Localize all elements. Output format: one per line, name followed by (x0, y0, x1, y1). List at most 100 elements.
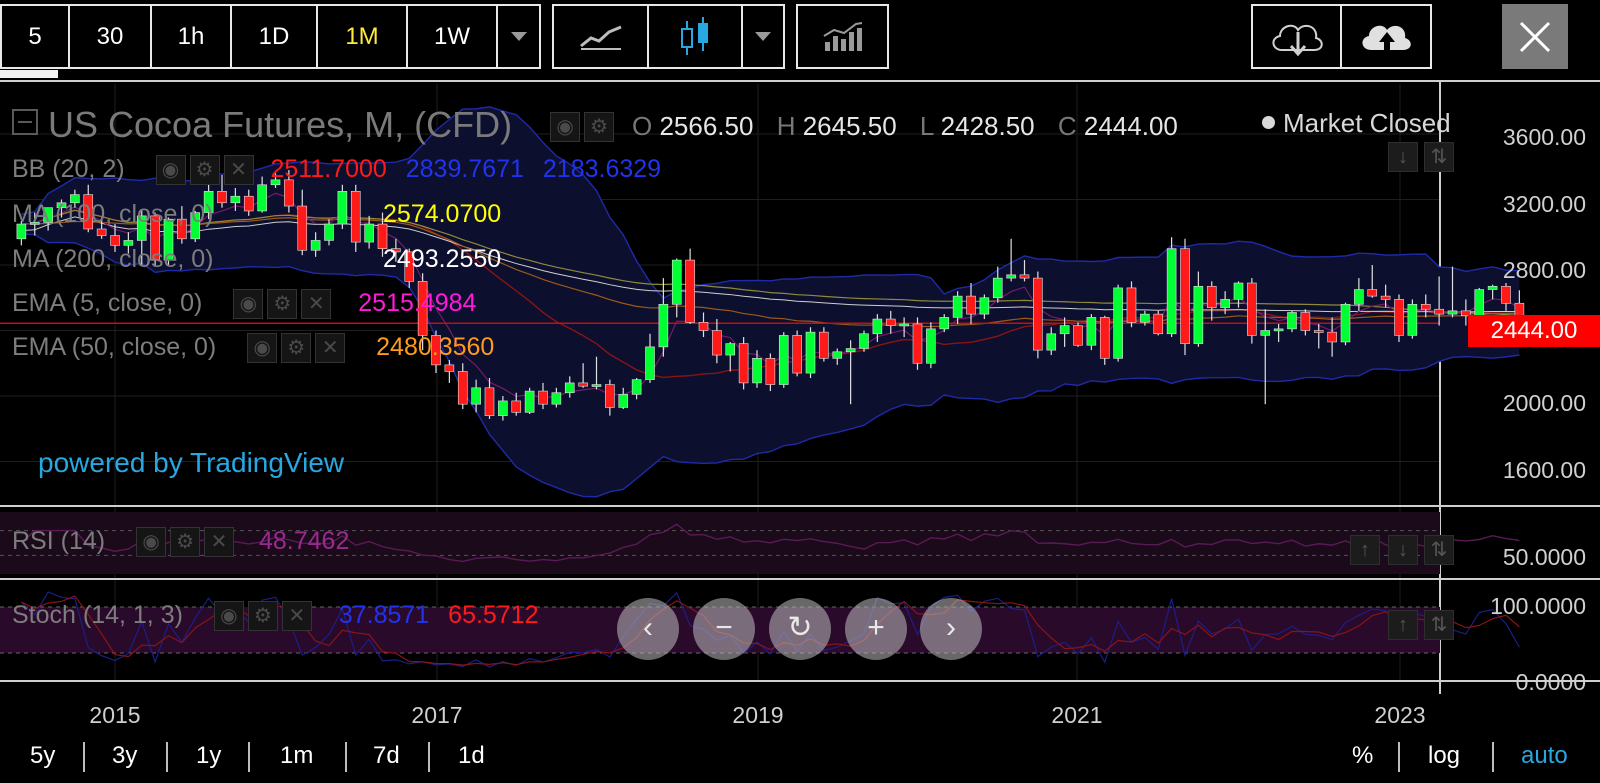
visibility-icon[interactable]: ◉ (155, 155, 186, 186)
range-1d[interactable]: 1d (458, 742, 485, 769)
settings-icon[interactable]: ⚙ (267, 289, 298, 320)
candle (966, 295, 976, 315)
candle (1140, 313, 1150, 323)
candle (591, 384, 602, 387)
interval-5[interactable]: 5 (2, 6, 70, 67)
candle (605, 384, 615, 408)
candlestick-icon[interactable] (649, 6, 743, 67)
collapse-icon[interactable] (12, 109, 38, 135)
remove-icon[interactable]: ✕ (315, 333, 346, 364)
candle (1247, 282, 1257, 336)
settings-icon[interactable]: ⚙ (247, 601, 278, 632)
candle (1501, 285, 1511, 304)
move-updown-icon[interactable]: ⇅ (1424, 610, 1454, 640)
zoom-out-icon[interactable]: − (693, 598, 755, 660)
candle (377, 223, 388, 249)
range-1y[interactable]: 1y (196, 742, 222, 769)
divider (248, 742, 250, 772)
candle (1019, 274, 1030, 279)
candle (1447, 310, 1458, 315)
range-7d[interactable]: 7d (373, 742, 400, 769)
log-toggle[interactable]: log (1428, 742, 1461, 769)
candle (618, 394, 629, 408)
range-3y[interactable]: 3y (112, 742, 138, 769)
visibility-icon[interactable]: ◉ (550, 112, 581, 143)
candle (1086, 317, 1097, 346)
interval-1w[interactable]: 1W (408, 6, 498, 67)
candle (832, 351, 843, 359)
range-1m[interactable]: 1m (280, 742, 314, 769)
x-tick: 2019 (732, 702, 784, 728)
auto-toggle[interactable]: auto (1521, 742, 1568, 769)
x-tick: 2023 (1374, 702, 1426, 728)
price-tick: 2000.00 (1502, 390, 1586, 416)
bb-upper-value: 2839.7671 (405, 155, 524, 183)
cloud-upload-icon[interactable] (1342, 6, 1430, 67)
interval-1m[interactable]: 1M (318, 6, 408, 67)
candle (992, 277, 1003, 299)
visibility-icon[interactable]: ◉ (233, 289, 264, 320)
interval-1h[interactable]: 1h (152, 6, 232, 67)
tradingview-watermark[interactable]: powered by TradingView (38, 447, 345, 478)
settings-icon[interactable]: ⚙ (189, 155, 220, 186)
move-updown-icon[interactable]: ⇅ (1424, 535, 1454, 565)
price-tick: 3600.00 (1502, 124, 1586, 150)
candle (1313, 330, 1324, 333)
candle (819, 331, 829, 359)
candle (83, 194, 94, 230)
close-value: 2444.00 (1083, 111, 1178, 141)
stoch-k-line (20, 591, 1520, 668)
ma100-value: 2574.0700 (383, 200, 502, 228)
interval-dropdown-icon[interactable] (498, 6, 539, 67)
interval-1d[interactable]: 1D (232, 6, 318, 67)
reset-icon[interactable]: ↻ (769, 598, 831, 660)
candle (631, 379, 642, 395)
candle (658, 304, 669, 348)
ma100-line (21, 209, 1520, 317)
scroll-left-icon[interactable]: ‹ (617, 598, 679, 660)
candle (350, 191, 361, 243)
ema5-value: 2515.4984 (358, 289, 477, 317)
candle (979, 297, 990, 315)
remove-icon[interactable]: ✕ (223, 155, 254, 186)
move-up-icon[interactable]: ↑ (1388, 610, 1418, 640)
interval-30[interactable]: 30 (70, 6, 152, 67)
settings-icon[interactable]: ⚙ (584, 112, 615, 143)
move-updown-icon[interactable]: ⇅ (1424, 142, 1454, 172)
candle (136, 215, 147, 241)
line-chart-icon[interactable] (554, 6, 649, 67)
chart-type-dropdown-icon[interactable] (743, 6, 783, 67)
move-down-icon[interactable]: ↓ (1388, 142, 1418, 172)
remove-icon[interactable]: ✕ (281, 601, 312, 632)
remove-icon[interactable]: ✕ (204, 527, 235, 558)
candle (123, 240, 134, 246)
scroll-right-icon[interactable]: › (920, 598, 982, 660)
move-up-icon[interactable]: ↑ (1350, 535, 1380, 565)
visibility-icon[interactable]: ◉ (136, 527, 167, 558)
bb-lower-value: 2183.6329 (542, 155, 662, 183)
candle (511, 400, 522, 413)
bb-mid-value: 2511.7000 (270, 155, 387, 183)
range-5y[interactable]: 5y (30, 742, 56, 769)
indicators-icon[interactable] (798, 6, 887, 67)
candle (1300, 312, 1311, 331)
move-down-icon[interactable]: ↓ (1388, 535, 1418, 565)
candle (1099, 317, 1110, 359)
close-button[interactable] (1502, 4, 1568, 69)
remove-icon[interactable]: ✕ (301, 289, 332, 320)
settings-icon[interactable]: ⚙ (281, 333, 312, 364)
divider (428, 742, 430, 772)
candle (524, 390, 535, 413)
visibility-icon[interactable]: ◉ (213, 601, 244, 632)
candle (872, 318, 883, 335)
zoom-in-icon[interactable]: + (845, 598, 907, 660)
cloud-download-icon[interactable] (1253, 6, 1342, 67)
divider (1492, 742, 1494, 772)
divider (345, 742, 347, 772)
settings-icon[interactable]: ⚙ (170, 527, 201, 558)
visibility-icon[interactable]: ◉ (247, 333, 278, 364)
x-tick: 2017 (411, 702, 463, 728)
candle (284, 179, 294, 207)
percent-toggle[interactable]: % (1352, 742, 1374, 769)
legend-ma100: MA (100, close, 0) 2574.0700 (12, 200, 502, 228)
